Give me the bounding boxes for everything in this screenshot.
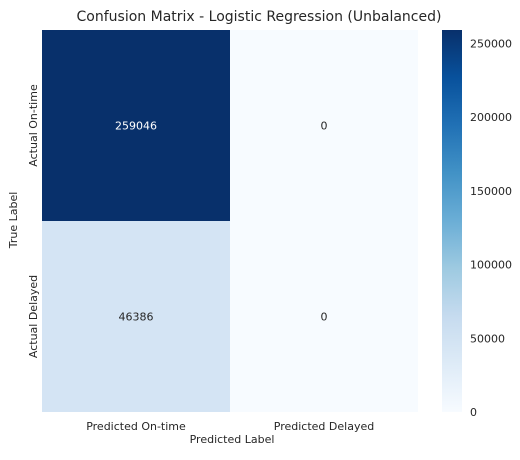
- cell-value-label: 46386: [119, 311, 154, 324]
- colorbar-tick-label: 250000: [470, 37, 512, 50]
- colorbar-tick-labels: 0 50000 100000 150000 200000 250000: [470, 37, 512, 419]
- heatmap-cell: [230, 30, 418, 221]
- colorbar-tick-label: 200000: [470, 111, 512, 124]
- cell-value-label: 0: [321, 311, 328, 324]
- y-axis-label: True Label: [7, 192, 20, 250]
- y-tick-label: Actual On-time: [27, 84, 40, 167]
- cell-value-label: 259046: [115, 120, 157, 133]
- heatmap-cell: [42, 221, 230, 412]
- cell-value-label: 0: [321, 120, 328, 133]
- x-axis-label: Predicted Label: [190, 433, 275, 446]
- colorbar-tick-label: 150000: [470, 185, 512, 198]
- heatmap-cell: [230, 221, 418, 412]
- y-tick-labels: Actual On-time Actual Delayed: [27, 84, 40, 358]
- x-tick-labels: Predicted On-time Predicted Delayed: [86, 420, 374, 433]
- chart-title: Confusion Matrix - Logistic Regression (…: [77, 9, 442, 25]
- y-tick-label: Actual Delayed: [27, 275, 40, 358]
- heatmap-cells: [42, 30, 418, 412]
- colorbar-tick-label: 0: [470, 406, 477, 419]
- colorbar: [442, 30, 462, 412]
- x-tick-label: Predicted On-time: [86, 420, 186, 433]
- colorbar-tick-label: 100000: [470, 259, 512, 272]
- x-tick-label: Predicted Delayed: [274, 420, 374, 433]
- colorbar-tick-label: 50000: [470, 332, 505, 345]
- heatmap-cell-labels: 259046 0 46386 0: [115, 120, 328, 324]
- heatmap-cell: [42, 30, 230, 221]
